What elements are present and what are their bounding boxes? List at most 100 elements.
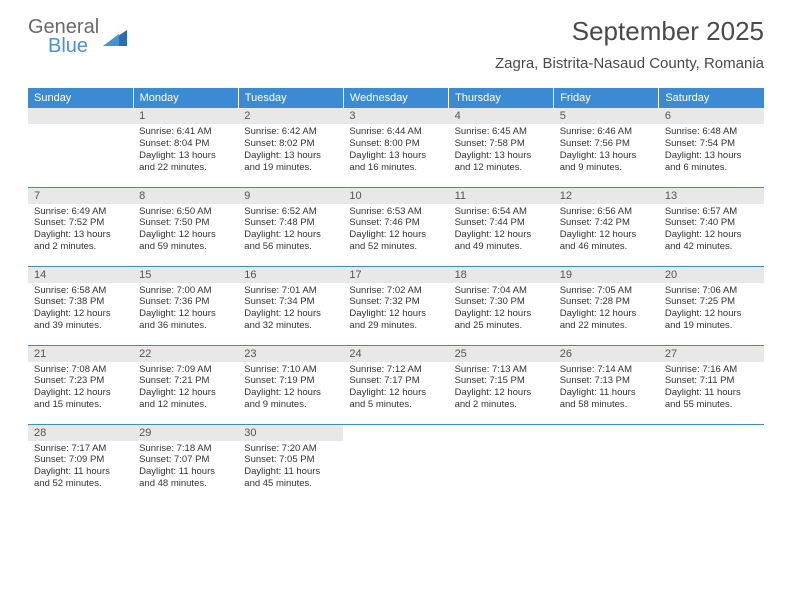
day-number: 21 <box>28 346 133 362</box>
day-content: Sunrise: 7:16 AMSunset: 7:11 PMDaylight:… <box>659 362 764 416</box>
day-number: 19 <box>554 267 659 283</box>
day-content: Sunrise: 6:48 AMSunset: 7:54 PMDaylight:… <box>659 124 764 178</box>
weekday-header: Tuesday <box>238 88 343 108</box>
day-number: 25 <box>449 346 554 362</box>
weekday-row: SundayMondayTuesdayWednesdayThursdayFrid… <box>28 88 764 108</box>
calendar-cell <box>554 424 659 503</box>
day-number: 17 <box>343 267 448 283</box>
calendar-cell: 13Sunrise: 6:57 AMSunset: 7:40 PMDayligh… <box>659 187 764 266</box>
calendar-cell: 9Sunrise: 6:52 AMSunset: 7:48 PMDaylight… <box>238 187 343 266</box>
calendar-cell: 19Sunrise: 7:05 AMSunset: 7:28 PMDayligh… <box>554 266 659 345</box>
day-content: Sunrise: 6:46 AMSunset: 7:56 PMDaylight:… <box>554 124 659 178</box>
day-content: Sunrise: 6:57 AMSunset: 7:40 PMDaylight:… <box>659 204 764 258</box>
day-number: 23 <box>238 346 343 362</box>
day-number: 5 <box>554 108 659 124</box>
day-content: Sunrise: 7:14 AMSunset: 7:13 PMDaylight:… <box>554 362 659 416</box>
calendar-cell: 20Sunrise: 7:06 AMSunset: 7:25 PMDayligh… <box>659 266 764 345</box>
calendar-cell: 16Sunrise: 7:01 AMSunset: 7:34 PMDayligh… <box>238 266 343 345</box>
calendar-row: 1Sunrise: 6:41 AMSunset: 8:04 PMDaylight… <box>28 108 764 187</box>
day-number: 11 <box>449 188 554 204</box>
day-content: Sunrise: 7:05 AMSunset: 7:28 PMDaylight:… <box>554 283 659 337</box>
calendar-table: SundayMondayTuesdayWednesdayThursdayFrid… <box>28 88 764 503</box>
day-content: Sunrise: 7:10 AMSunset: 7:19 PMDaylight:… <box>238 362 343 416</box>
day-number: 9 <box>238 188 343 204</box>
day-number: 27 <box>659 346 764 362</box>
day-content: Sunrise: 6:49 AMSunset: 7:52 PMDaylight:… <box>28 204 133 258</box>
day-content: Sunrise: 6:41 AMSunset: 8:04 PMDaylight:… <box>133 124 238 178</box>
calendar-cell: 1Sunrise: 6:41 AMSunset: 8:04 PMDaylight… <box>133 108 238 187</box>
header: General Blue September 2025 Zagra, Bistr… <box>0 0 792 78</box>
calendar-cell: 5Sunrise: 6:46 AMSunset: 7:56 PMDaylight… <box>554 108 659 187</box>
day-number <box>28 108 133 124</box>
day-number: 20 <box>659 267 764 283</box>
day-content: Sunrise: 7:13 AMSunset: 7:15 PMDaylight:… <box>449 362 554 416</box>
calendar-cell: 8Sunrise: 6:50 AMSunset: 7:50 PMDaylight… <box>133 187 238 266</box>
weekday-header: Wednesday <box>343 88 448 108</box>
calendar-cell: 17Sunrise: 7:02 AMSunset: 7:32 PMDayligh… <box>343 266 448 345</box>
day-number: 30 <box>238 425 343 441</box>
day-number: 4 <box>449 108 554 124</box>
calendar-cell <box>449 424 554 503</box>
day-content: Sunrise: 7:00 AMSunset: 7:36 PMDaylight:… <box>133 283 238 337</box>
day-content: Sunrise: 6:52 AMSunset: 7:48 PMDaylight:… <box>238 204 343 258</box>
day-number <box>554 425 659 429</box>
calendar-cell: 2Sunrise: 6:42 AMSunset: 8:02 PMDaylight… <box>238 108 343 187</box>
day-content: Sunrise: 6:50 AMSunset: 7:50 PMDaylight:… <box>133 204 238 258</box>
calendar-cell <box>659 424 764 503</box>
day-number <box>343 425 448 429</box>
day-content: Sunrise: 6:45 AMSunset: 7:58 PMDaylight:… <box>449 124 554 178</box>
day-number: 18 <box>449 267 554 283</box>
calendar-cell: 26Sunrise: 7:14 AMSunset: 7:13 PMDayligh… <box>554 345 659 424</box>
day-number: 2 <box>238 108 343 124</box>
day-number: 15 <box>133 267 238 283</box>
calendar-cell: 21Sunrise: 7:08 AMSunset: 7:23 PMDayligh… <box>28 345 133 424</box>
calendar-cell: 12Sunrise: 6:56 AMSunset: 7:42 PMDayligh… <box>554 187 659 266</box>
calendar-cell <box>343 424 448 503</box>
weekday-header: Friday <box>554 88 659 108</box>
calendar-cell: 3Sunrise: 6:44 AMSunset: 8:00 PMDaylight… <box>343 108 448 187</box>
day-content: Sunrise: 6:53 AMSunset: 7:46 PMDaylight:… <box>343 204 448 258</box>
day-content: Sunrise: 7:04 AMSunset: 7:30 PMDaylight:… <box>449 283 554 337</box>
day-number: 8 <box>133 188 238 204</box>
day-number: 24 <box>343 346 448 362</box>
calendar-row: 28Sunrise: 7:17 AMSunset: 7:09 PMDayligh… <box>28 424 764 503</box>
day-number: 1 <box>133 108 238 124</box>
month-title: September 2025 <box>495 16 764 47</box>
weekday-header: Monday <box>133 88 238 108</box>
day-content: Sunrise: 6:58 AMSunset: 7:38 PMDaylight:… <box>28 283 133 337</box>
day-content: Sunrise: 7:17 AMSunset: 7:09 PMDaylight:… <box>28 441 133 495</box>
calendar-cell <box>28 108 133 187</box>
calendar-cell: 23Sunrise: 7:10 AMSunset: 7:19 PMDayligh… <box>238 345 343 424</box>
day-number: 12 <box>554 188 659 204</box>
weekday-header: Saturday <box>659 88 764 108</box>
day-number: 26 <box>554 346 659 362</box>
calendar-row: 14Sunrise: 6:58 AMSunset: 7:38 PMDayligh… <box>28 266 764 345</box>
calendar-cell: 15Sunrise: 7:00 AMSunset: 7:36 PMDayligh… <box>133 266 238 345</box>
calendar-cell: 10Sunrise: 6:53 AMSunset: 7:46 PMDayligh… <box>343 187 448 266</box>
calendar-cell: 27Sunrise: 7:16 AMSunset: 7:11 PMDayligh… <box>659 345 764 424</box>
day-content: Sunrise: 6:56 AMSunset: 7:42 PMDaylight:… <box>554 204 659 258</box>
weekday-header: Sunday <box>28 88 133 108</box>
day-number: 29 <box>133 425 238 441</box>
day-number: 3 <box>343 108 448 124</box>
day-number: 22 <box>133 346 238 362</box>
day-content: Sunrise: 6:42 AMSunset: 8:02 PMDaylight:… <box>238 124 343 178</box>
day-number: 28 <box>28 425 133 441</box>
day-number: 14 <box>28 267 133 283</box>
calendar-cell: 25Sunrise: 7:13 AMSunset: 7:15 PMDayligh… <box>449 345 554 424</box>
logo: General Blue <box>28 16 129 58</box>
day-content: Sunrise: 7:12 AMSunset: 7:17 PMDaylight:… <box>343 362 448 416</box>
calendar-row: 7Sunrise: 6:49 AMSunset: 7:52 PMDaylight… <box>28 187 764 266</box>
day-content: Sunrise: 7:09 AMSunset: 7:21 PMDaylight:… <box>133 362 238 416</box>
logo-triangle-icon <box>103 28 129 48</box>
calendar-cell: 18Sunrise: 7:04 AMSunset: 7:30 PMDayligh… <box>449 266 554 345</box>
day-content: Sunrise: 7:08 AMSunset: 7:23 PMDaylight:… <box>28 362 133 416</box>
day-content: Sunrise: 7:06 AMSunset: 7:25 PMDaylight:… <box>659 283 764 337</box>
calendar-body: 1Sunrise: 6:41 AMSunset: 8:04 PMDaylight… <box>28 108 764 503</box>
day-content: Sunrise: 7:01 AMSunset: 7:34 PMDaylight:… <box>238 283 343 337</box>
day-number: 7 <box>28 188 133 204</box>
day-number <box>449 425 554 429</box>
calendar-cell: 28Sunrise: 7:17 AMSunset: 7:09 PMDayligh… <box>28 424 133 503</box>
calendar-cell: 14Sunrise: 6:58 AMSunset: 7:38 PMDayligh… <box>28 266 133 345</box>
day-content: Sunrise: 6:44 AMSunset: 8:00 PMDaylight:… <box>343 124 448 178</box>
